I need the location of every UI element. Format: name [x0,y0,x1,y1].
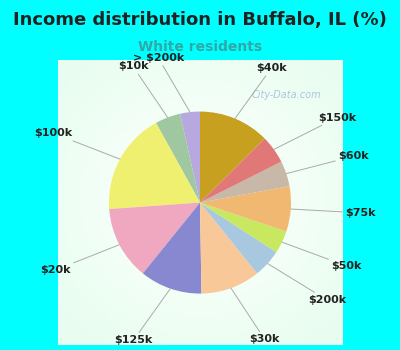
Text: $125k: $125k [114,289,170,345]
Wedge shape [200,139,281,203]
Wedge shape [156,114,200,203]
Text: City-Data.com: City-Data.com [251,90,321,99]
Text: $150k: $150k [274,113,356,149]
Wedge shape [180,112,200,203]
Wedge shape [200,203,257,294]
Text: Income distribution in Buffalo, IL (%): Income distribution in Buffalo, IL (%) [13,11,387,29]
Wedge shape [200,186,291,231]
Text: > $200k: > $200k [133,53,190,112]
Text: $30k: $30k [231,288,280,344]
Text: $200k: $200k [268,264,346,305]
Wedge shape [109,203,200,273]
Text: $75k: $75k [291,208,376,218]
Wedge shape [143,203,202,294]
Wedge shape [200,203,286,252]
Text: $50k: $50k [282,242,362,271]
Wedge shape [200,162,290,203]
Wedge shape [200,203,276,273]
Text: White residents: White residents [138,40,262,54]
Text: $60k: $60k [286,151,369,174]
Wedge shape [109,123,200,209]
Wedge shape [200,112,265,203]
Text: $10k: $10k [118,62,168,118]
Text: $20k: $20k [40,245,119,275]
Text: $100k: $100k [34,128,120,159]
Text: $40k: $40k [235,63,287,119]
